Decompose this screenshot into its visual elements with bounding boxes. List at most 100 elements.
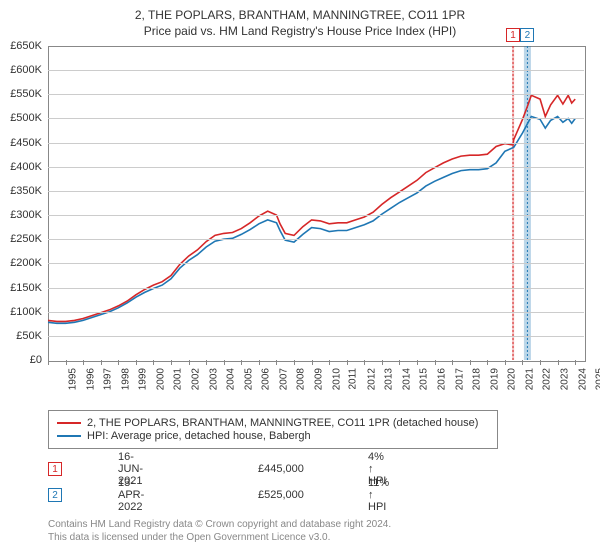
y-gridline bbox=[48, 118, 584, 119]
x-axis-label: 2019 bbox=[489, 368, 500, 390]
y-axis-label: £250K bbox=[0, 233, 42, 245]
x-axis-label: 2009 bbox=[313, 368, 324, 390]
x-axis-label: 1995 bbox=[67, 368, 78, 390]
x-axis-label: 2016 bbox=[436, 368, 447, 390]
y-axis-label: £200K bbox=[0, 257, 42, 269]
x-tick bbox=[558, 360, 559, 365]
x-axis-label: 2018 bbox=[471, 368, 482, 390]
sale-diff: 11% ↑ HPI bbox=[368, 477, 389, 513]
y-gridline bbox=[48, 215, 584, 216]
x-tick bbox=[66, 360, 67, 365]
x-tick bbox=[347, 360, 348, 365]
x-tick bbox=[48, 360, 49, 365]
x-tick bbox=[136, 360, 137, 365]
y-axis-label: £100K bbox=[0, 306, 42, 318]
x-axis-label: 2000 bbox=[155, 368, 166, 390]
x-axis-label: 2008 bbox=[296, 368, 307, 390]
y-axis-label: £150K bbox=[0, 282, 42, 294]
x-tick bbox=[206, 360, 207, 365]
x-tick bbox=[189, 360, 190, 365]
x-axis-label: 1999 bbox=[138, 368, 149, 390]
x-tick bbox=[101, 360, 102, 365]
legend-row: HPI: Average price, detached house, Babe… bbox=[57, 430, 489, 442]
legend-label: 2, THE POPLARS, BRANTHAM, MANNINGTREE, C… bbox=[87, 417, 478, 429]
x-axis-label: 2005 bbox=[243, 368, 254, 390]
x-axis-label: 2021 bbox=[524, 368, 535, 390]
x-tick bbox=[259, 360, 260, 365]
x-tick bbox=[312, 360, 313, 365]
x-tick bbox=[540, 360, 541, 365]
chart-legend: 2, THE POPLARS, BRANTHAM, MANNINGTREE, C… bbox=[48, 410, 498, 449]
x-axis-label: 1996 bbox=[85, 368, 96, 390]
x-axis-label: 2017 bbox=[454, 368, 465, 390]
x-tick bbox=[399, 360, 400, 365]
x-axis-label: 2014 bbox=[401, 368, 412, 390]
sale-marker-box: 1 bbox=[506, 28, 520, 42]
x-tick bbox=[417, 360, 418, 365]
y-gridline bbox=[48, 70, 584, 71]
legend-row: 2, THE POPLARS, BRANTHAM, MANNINGTREE, C… bbox=[57, 417, 489, 429]
legend-label: HPI: Average price, detached house, Babe… bbox=[87, 430, 311, 442]
x-axis-label: 2015 bbox=[419, 368, 430, 390]
y-axis-label: £600K bbox=[0, 64, 42, 76]
sale-row: 116-JUN-2021£445,0004% ↑ HPI bbox=[48, 462, 62, 476]
legend-swatch bbox=[57, 422, 81, 424]
x-axis-label: 2006 bbox=[261, 368, 272, 390]
sale-index-box: 1 bbox=[48, 462, 62, 476]
x-tick bbox=[382, 360, 383, 365]
sale-date: 13-APR-2022 bbox=[118, 477, 144, 513]
x-axis-label: 2022 bbox=[542, 368, 553, 390]
y-gridline bbox=[48, 191, 584, 192]
y-axis-label: £350K bbox=[0, 185, 42, 197]
x-tick bbox=[276, 360, 277, 365]
legend-swatch bbox=[57, 435, 81, 437]
attribution-text: Contains HM Land Registry data © Crown c… bbox=[48, 518, 391, 544]
chart-svg bbox=[0, 0, 600, 560]
y-axis-label: £650K bbox=[0, 40, 42, 52]
x-tick bbox=[522, 360, 523, 365]
x-axis-label: 1998 bbox=[120, 368, 131, 390]
sale-row: 213-APR-2022£525,00011% ↑ HPI bbox=[48, 488, 62, 502]
x-axis-label: 2025 bbox=[594, 368, 600, 390]
x-tick bbox=[171, 360, 172, 365]
y-gridline bbox=[48, 336, 584, 337]
y-axis-label: £500K bbox=[0, 112, 42, 124]
x-tick bbox=[224, 360, 225, 365]
y-axis-label: £550K bbox=[0, 88, 42, 100]
x-tick bbox=[505, 360, 506, 365]
y-gridline bbox=[48, 288, 584, 289]
x-tick bbox=[294, 360, 295, 365]
x-axis-label: 2001 bbox=[173, 368, 184, 390]
x-axis-label: 2012 bbox=[366, 368, 377, 390]
y-axis-label: £400K bbox=[0, 161, 42, 173]
x-tick bbox=[83, 360, 84, 365]
sale-index-box: 2 bbox=[48, 488, 62, 502]
x-tick bbox=[452, 360, 453, 365]
y-gridline bbox=[48, 143, 584, 144]
x-tick bbox=[470, 360, 471, 365]
y-axis-label: £450K bbox=[0, 137, 42, 149]
x-axis-label: 2020 bbox=[507, 368, 518, 390]
y-axis-label: £0 bbox=[0, 354, 42, 366]
sale-price: £525,000 bbox=[258, 489, 304, 501]
sale-price: £445,000 bbox=[258, 463, 304, 475]
x-tick bbox=[364, 360, 365, 365]
y-gridline bbox=[48, 312, 584, 313]
x-axis-label: 2024 bbox=[577, 368, 588, 390]
x-axis-label: 2007 bbox=[278, 368, 289, 390]
x-tick bbox=[153, 360, 154, 365]
y-axis-label: £300K bbox=[0, 209, 42, 221]
x-axis-label: 2010 bbox=[331, 368, 342, 390]
x-axis-label: 1997 bbox=[102, 368, 113, 390]
y-axis-label: £50K bbox=[0, 330, 42, 342]
sale-marker-box: 2 bbox=[520, 28, 534, 42]
x-tick bbox=[118, 360, 119, 365]
x-axis-label: 2023 bbox=[559, 368, 570, 390]
y-gridline bbox=[48, 167, 584, 168]
x-axis-label: 2013 bbox=[384, 368, 395, 390]
x-axis-label: 2004 bbox=[225, 368, 236, 390]
y-gridline bbox=[48, 94, 584, 95]
x-tick bbox=[329, 360, 330, 365]
x-axis-label: 2002 bbox=[190, 368, 201, 390]
x-axis-label: 2003 bbox=[208, 368, 219, 390]
